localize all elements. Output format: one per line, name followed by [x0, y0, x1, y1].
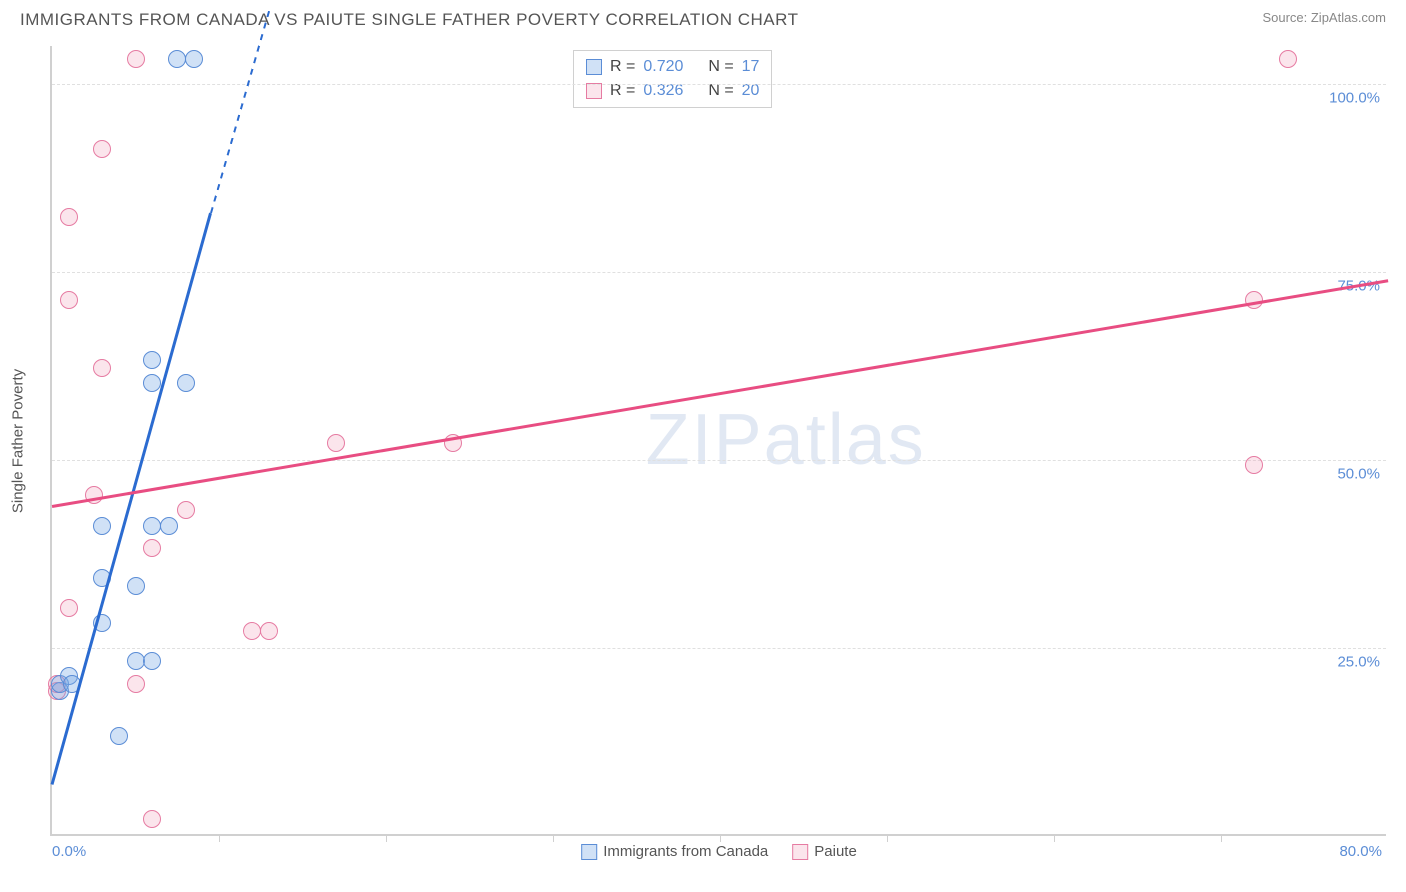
legend-item-series1: Immigrants from Canada	[581, 843, 768, 860]
chart-title: IMMIGRANTS FROM CANADA VS PAIUTE SINGLE …	[20, 10, 798, 30]
plot-region: ZIPatlas R = 0.720 N = 17 R = 0.326 N = …	[50, 46, 1386, 836]
y-axis-label: Single Father Poverty	[10, 369, 27, 513]
data-point	[260, 622, 278, 640]
x-tick	[1221, 834, 1222, 842]
swatch-series2-bottom	[792, 844, 808, 860]
data-point	[177, 501, 195, 519]
legend-row-series1: R = 0.720 N = 17	[586, 55, 759, 79]
swatch-series1	[586, 59, 602, 75]
y-tick-label: 25.0%	[1337, 653, 1380, 670]
data-point	[127, 50, 145, 68]
data-point	[93, 517, 111, 535]
source-credit: Source: ZipAtlas.com	[1262, 10, 1386, 25]
data-point	[327, 434, 345, 452]
data-point	[127, 675, 145, 693]
legend-row-series2: R = 0.326 N = 20	[586, 79, 759, 103]
legend-item-series2: Paiute	[792, 843, 857, 860]
x-tick	[720, 834, 721, 842]
x-tick	[386, 834, 387, 842]
gridline	[52, 460, 1386, 461]
watermark: ZIPatlas	[646, 399, 926, 481]
data-point	[1279, 50, 1297, 68]
x-tick	[219, 834, 220, 842]
data-point	[143, 539, 161, 557]
data-point	[60, 599, 78, 617]
data-point	[143, 374, 161, 392]
gridline	[52, 648, 1386, 649]
x-tick	[887, 834, 888, 842]
data-point	[93, 140, 111, 158]
data-point	[93, 359, 111, 377]
correlation-legend: R = 0.720 N = 17 R = 0.326 N = 20	[573, 50, 772, 108]
data-point	[127, 577, 145, 595]
swatch-series1-bottom	[581, 844, 597, 860]
x-tick	[553, 834, 554, 842]
data-point	[143, 652, 161, 670]
x-origin-label: 0.0%	[52, 843, 86, 860]
series-legend: Immigrants from Canada Paiute	[581, 843, 857, 860]
gridline	[52, 272, 1386, 273]
data-point	[143, 517, 161, 535]
data-point	[243, 622, 261, 640]
x-tick	[1054, 834, 1055, 842]
y-tick-label: 100.0%	[1329, 89, 1380, 106]
data-point	[143, 351, 161, 369]
data-point	[160, 517, 178, 535]
data-point	[1245, 456, 1263, 474]
data-point	[60, 208, 78, 226]
trend-line	[210, 9, 270, 213]
chart-header: IMMIGRANTS FROM CANADA VS PAIUTE SINGLE …	[0, 0, 1406, 30]
data-point	[85, 486, 103, 504]
swatch-series2	[586, 83, 602, 99]
data-point	[185, 50, 203, 68]
data-point	[143, 810, 161, 828]
data-point	[177, 374, 195, 392]
x-max-label: 80.0%	[1339, 843, 1382, 860]
chart-area: Single Father Poverty ZIPatlas R = 0.720…	[50, 46, 1386, 836]
data-point	[168, 50, 186, 68]
data-point	[127, 652, 145, 670]
trend-line	[52, 279, 1388, 507]
gridline	[52, 84, 1386, 85]
data-point	[110, 727, 128, 745]
y-tick-label: 50.0%	[1337, 465, 1380, 482]
data-point	[60, 291, 78, 309]
